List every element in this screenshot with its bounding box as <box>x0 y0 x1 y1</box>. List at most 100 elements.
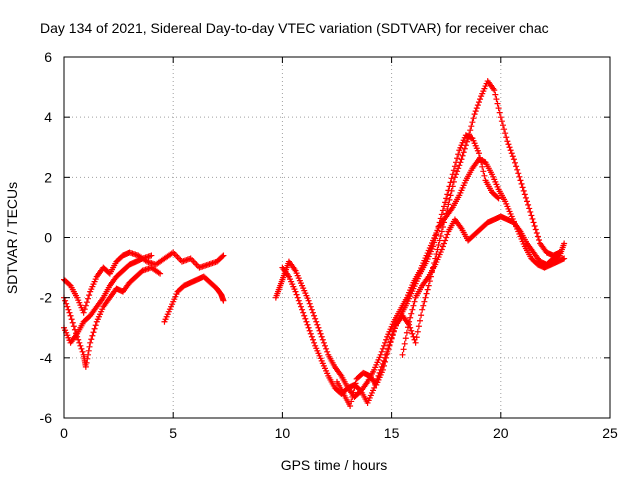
data-point <box>416 317 423 324</box>
data-point <box>379 366 386 373</box>
data-point <box>474 102 481 109</box>
data-point <box>498 118 505 125</box>
series-track-b <box>61 264 164 370</box>
data-marks <box>61 78 568 409</box>
data-point <box>431 239 438 246</box>
data-point <box>460 149 467 156</box>
data-point <box>507 147 514 154</box>
data-point <box>514 166 521 173</box>
data-point <box>408 310 415 317</box>
data-point <box>305 324 312 331</box>
data-point <box>86 292 93 299</box>
data-point <box>305 297 312 304</box>
data-point <box>424 286 431 293</box>
data-point <box>470 115 477 122</box>
data-point <box>399 351 406 358</box>
data-point <box>148 252 155 259</box>
data-point <box>451 174 458 181</box>
data-point <box>323 345 330 352</box>
data-point <box>459 152 466 159</box>
data-point <box>371 384 378 391</box>
data-point <box>494 100 501 107</box>
data-point <box>432 235 439 242</box>
data-point <box>471 111 478 118</box>
data-point <box>477 154 484 161</box>
data-point <box>351 384 358 391</box>
data-point <box>517 177 524 184</box>
data-point <box>477 96 484 103</box>
data-point <box>90 329 97 336</box>
data-point <box>301 312 308 319</box>
data-point <box>321 342 328 349</box>
data-point <box>80 309 87 316</box>
data-point <box>387 339 394 346</box>
axis-ticks <box>63 56 611 419</box>
data-point <box>438 211 445 218</box>
data-point <box>503 134 510 141</box>
data-point <box>454 168 461 175</box>
data-point <box>85 347 92 354</box>
data-point <box>314 321 321 328</box>
data-point <box>65 306 72 313</box>
data-point <box>390 328 397 335</box>
data-point <box>533 229 540 236</box>
data-point <box>67 312 74 319</box>
data-point <box>313 318 320 325</box>
y-tick-label: 4 <box>44 109 52 125</box>
data-point <box>356 386 363 393</box>
data-point <box>473 105 480 112</box>
data-point <box>505 141 512 148</box>
data-point <box>66 281 73 288</box>
data-point <box>493 96 500 103</box>
data-point <box>306 300 313 307</box>
data-point <box>69 319 76 326</box>
data-point <box>448 187 455 194</box>
data-point <box>455 165 462 172</box>
data-point <box>513 163 520 170</box>
data-point <box>532 226 539 233</box>
data-point <box>312 315 319 322</box>
data-point <box>529 215 536 222</box>
data-point <box>438 246 445 253</box>
data-point <box>467 127 474 134</box>
data-point <box>86 343 93 350</box>
data-point <box>379 345 386 352</box>
data-point <box>296 300 303 307</box>
data-point <box>85 295 92 302</box>
data-point <box>68 316 75 323</box>
data-point <box>76 339 83 346</box>
data-point <box>315 324 322 331</box>
data-point <box>349 393 356 400</box>
data-point <box>409 330 416 337</box>
tick-labels: 0 5 10 15 20 25 -6 -4 -2 0 2 4 6 <box>40 49 618 441</box>
y-tick-label: -4 <box>40 350 53 366</box>
data-point <box>425 282 432 289</box>
data-point <box>469 119 476 126</box>
data-point <box>447 192 454 199</box>
data-point <box>519 184 526 191</box>
x-tick-label: 10 <box>275 425 291 441</box>
data-point <box>468 123 475 130</box>
data-point <box>304 321 311 328</box>
data-point <box>454 155 461 162</box>
data-point <box>404 324 411 331</box>
data-point <box>388 335 395 342</box>
data-point <box>311 339 318 346</box>
data-point <box>443 234 450 241</box>
data-point <box>88 336 95 343</box>
data-point <box>350 389 357 396</box>
data-point <box>413 334 420 341</box>
data-point <box>534 233 541 240</box>
data-point <box>496 109 503 116</box>
data-point <box>380 362 387 369</box>
data-point <box>70 323 77 330</box>
data-point <box>439 243 446 250</box>
data-point <box>410 302 417 309</box>
data-point <box>445 201 452 208</box>
data-point <box>561 255 568 262</box>
data-point <box>66 309 73 316</box>
data-point <box>92 322 99 329</box>
data-point <box>415 323 422 330</box>
data-point <box>89 332 96 339</box>
data-point <box>449 183 456 190</box>
